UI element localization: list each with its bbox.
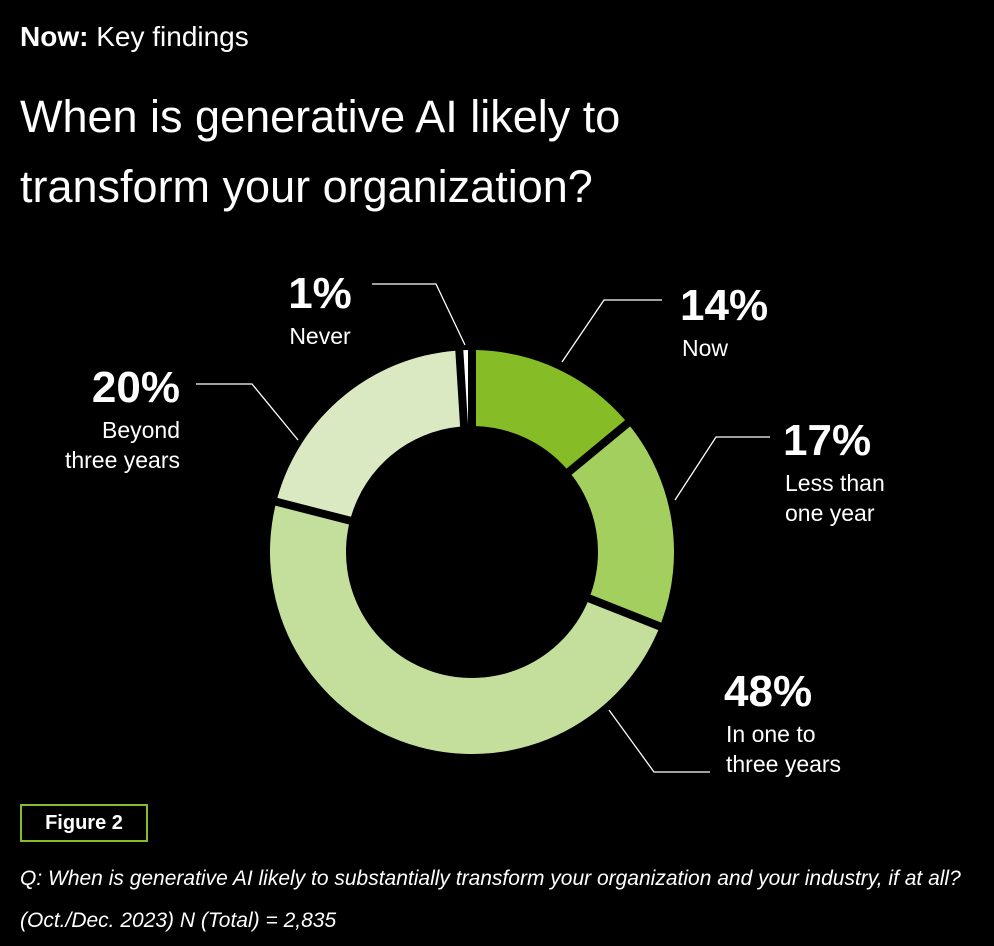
slice-category-label: one year	[785, 500, 875, 526]
leader-line	[561, 299, 662, 363]
slice-value-label: 1%	[288, 269, 352, 318]
slice-less-than-one-year	[571, 426, 674, 623]
kicker: Now: Key findings	[20, 18, 249, 56]
slice-category-label: three years	[726, 751, 841, 777]
leader-line	[608, 709, 710, 773]
leader-line	[196, 383, 299, 441]
slice-never	[463, 350, 469, 427]
leader-lines	[196, 283, 770, 773]
slice-in-one-to-three-years	[270, 505, 659, 754]
chart-title: When is generative AI likely to transfor…	[20, 91, 621, 212]
leader-line	[674, 436, 770, 501]
slice-category-label: Never	[289, 323, 351, 349]
slice-category-label: Less than	[785, 470, 885, 496]
survey-question: Q: When is generative AI likely to subst…	[20, 867, 961, 890]
slice-category-label: In one to	[726, 721, 816, 747]
kicker-text: Key findings	[96, 21, 249, 52]
figure-label: Figure 2	[20, 804, 148, 842]
slice-value-label: 48%	[724, 667, 812, 716]
slice-labels: 14% Now 17% Less than one year 48% In one to th…	[65, 269, 885, 777]
slice-beyond-three-years	[277, 350, 461, 517]
slice-value-label: 20%	[92, 363, 180, 412]
slice-category-label: Beyond	[102, 417, 180, 443]
slice-category-label: Now	[682, 335, 728, 361]
donut-slices	[270, 350, 674, 754]
kicker-bold: Now:	[20, 21, 89, 52]
slice-value-label: 14%	[680, 281, 768, 330]
survey-base: (Oct./Dec. 2023) N (Total) = 2,835	[20, 909, 337, 932]
slice-now	[475, 350, 626, 469]
slice-value-label: 17%	[783, 416, 871, 465]
slice-category-label: three years	[65, 447, 180, 473]
leader-line	[372, 283, 466, 346]
